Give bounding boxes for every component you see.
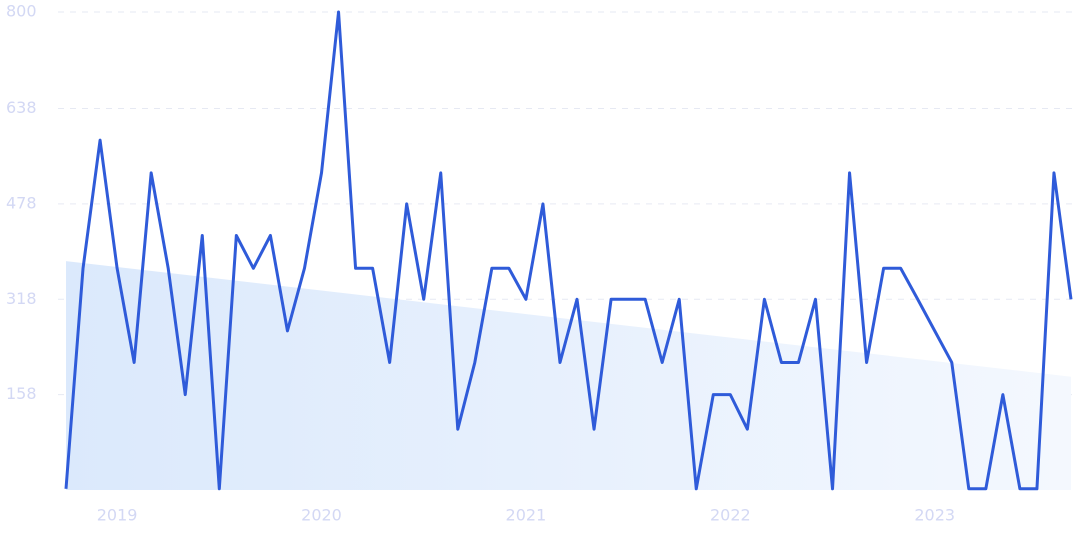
y-tick-label: 800 [6,2,37,21]
x-tick-label: 2019 [97,506,138,525]
x-tick-label: 2020 [301,506,342,525]
y-tick-label: 478 [6,193,37,212]
y-tick-label: 158 [6,384,37,403]
data-line [64,10,1073,491]
x-tick-label: 2022 [710,506,751,525]
y-tick-label: 318 [6,289,37,308]
x-tick-label: 2023 [914,506,955,525]
x-tick-label: 2021 [506,506,547,525]
y-tick-label: 638 [6,98,37,117]
trend-area [66,261,1071,490]
